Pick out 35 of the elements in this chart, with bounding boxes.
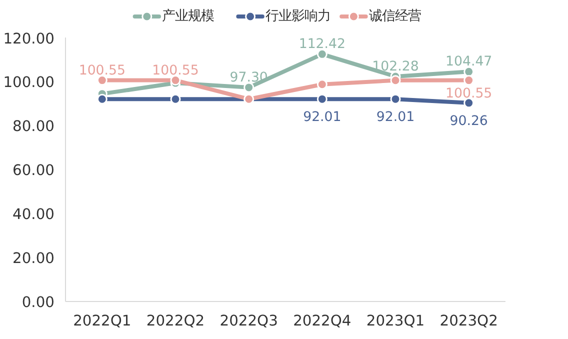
data-label: 92.01 xyxy=(303,110,342,126)
point xyxy=(316,48,328,60)
y-tick-label: 20.00 xyxy=(12,250,55,267)
y-tick-label: 40.00 xyxy=(12,206,55,223)
y-tick-label: 100.00 xyxy=(3,74,55,91)
point xyxy=(390,75,401,86)
point xyxy=(464,66,474,77)
x-tick-label: 2022Q4 xyxy=(293,312,352,330)
x-tick-label: 2022Q3 xyxy=(220,312,278,330)
y-tick-label: 120.00 xyxy=(3,30,55,48)
point xyxy=(244,82,254,93)
data-label: 100.55 xyxy=(446,86,492,102)
x-tick-label: 2023Q2 xyxy=(440,312,498,330)
x-tick-label: 2022Q2 xyxy=(146,312,205,330)
point xyxy=(170,75,181,86)
legend-label: 诚信经营 xyxy=(368,9,421,24)
y-tick-label: 0.00 xyxy=(22,294,55,311)
data-label: 100.55 xyxy=(152,63,199,78)
point xyxy=(464,98,474,108)
data-label: 104.47 xyxy=(446,54,492,70)
point xyxy=(316,94,328,104)
y-tick-label: 60.00 xyxy=(12,162,55,179)
data-label: 92.01 xyxy=(376,110,415,126)
x-tick-label: 2023Q1 xyxy=(366,312,425,330)
point xyxy=(170,94,181,104)
x-tick-label: 2022Q1 xyxy=(73,312,132,330)
data-label: 90.26 xyxy=(450,114,488,129)
point xyxy=(390,94,401,104)
point xyxy=(96,94,108,104)
legend-label: 产业规模 xyxy=(162,9,214,24)
point xyxy=(316,79,328,90)
y-tick-label: 80.00 xyxy=(12,118,55,135)
data-label: 112.42 xyxy=(298,37,346,52)
data-label: 100.55 xyxy=(78,63,126,78)
legend-label: 行业影响力 xyxy=(265,9,330,24)
